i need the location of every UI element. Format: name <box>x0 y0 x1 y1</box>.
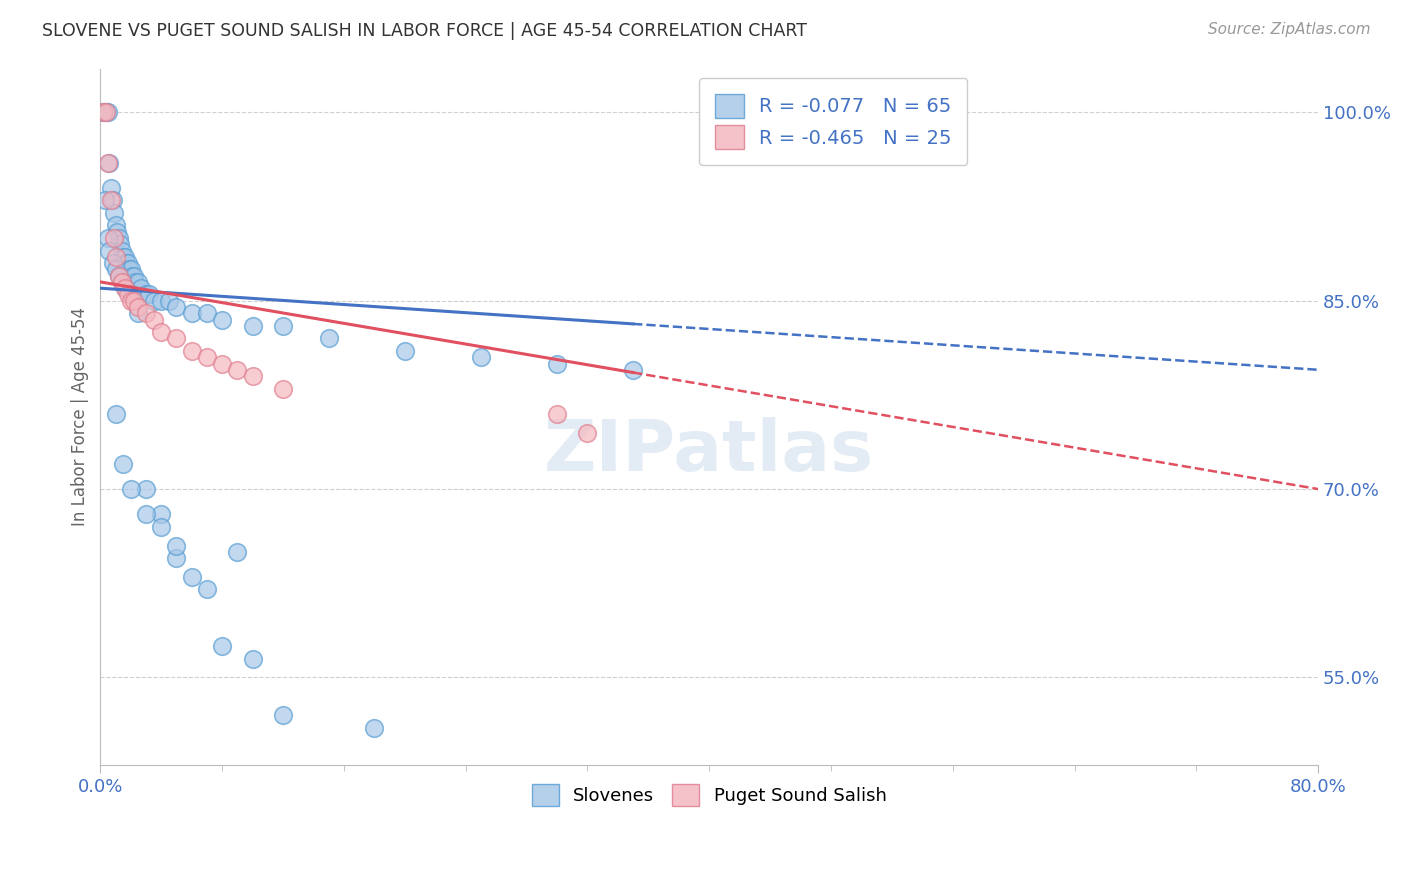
Point <box>114 281 136 295</box>
Point <box>122 293 145 308</box>
Point <box>100 194 122 208</box>
Point <box>104 262 127 277</box>
Point <box>271 382 294 396</box>
Point <box>108 237 131 252</box>
Point <box>180 570 202 584</box>
Point <box>211 357 233 371</box>
Point <box>394 343 416 358</box>
Point <box>98 244 121 258</box>
Point <box>271 708 294 723</box>
Point <box>96 105 118 120</box>
Point <box>107 268 129 283</box>
Point <box>111 275 134 289</box>
Point <box>115 256 138 270</box>
Point <box>127 306 149 320</box>
Point <box>195 582 218 597</box>
Text: SLOVENE VS PUGET SOUND SALISH IN LABOR FORCE | AGE 45-54 CORRELATION CHART: SLOVENE VS PUGET SOUND SALISH IN LABOR F… <box>42 22 807 40</box>
Point <box>546 357 568 371</box>
Point <box>470 350 492 364</box>
Point <box>98 155 121 169</box>
Point <box>576 425 599 440</box>
Point <box>107 268 129 283</box>
Point <box>318 331 340 345</box>
Point <box>127 300 149 314</box>
Text: Source: ZipAtlas.com: Source: ZipAtlas.com <box>1208 22 1371 37</box>
Point <box>166 539 188 553</box>
Point <box>100 181 122 195</box>
Point <box>111 244 134 258</box>
Point <box>271 318 294 333</box>
Point <box>120 293 142 308</box>
Point <box>621 363 644 377</box>
Point <box>211 312 233 326</box>
Point <box>120 262 142 277</box>
Point <box>150 293 173 308</box>
Point <box>135 507 157 521</box>
Point <box>93 105 115 120</box>
Point <box>97 231 120 245</box>
Point <box>104 219 127 233</box>
Point <box>150 325 173 339</box>
Legend: Slovenes, Puget Sound Salish: Slovenes, Puget Sound Salish <box>523 775 896 815</box>
Point <box>131 281 153 295</box>
Point <box>112 250 135 264</box>
Point <box>112 457 135 471</box>
Point <box>226 363 249 377</box>
Point <box>150 507 173 521</box>
Point <box>142 312 165 326</box>
Point <box>117 287 139 301</box>
Point <box>103 206 125 220</box>
Point <box>180 306 202 320</box>
Point <box>242 651 264 665</box>
Point <box>363 721 385 735</box>
Point <box>135 306 157 320</box>
Point <box>97 105 120 120</box>
Point <box>121 268 143 283</box>
Point <box>94 194 117 208</box>
Point <box>104 407 127 421</box>
Point <box>180 343 202 358</box>
Point <box>166 551 188 566</box>
Point <box>124 275 146 289</box>
Point <box>114 250 136 264</box>
Point <box>120 482 142 496</box>
Point <box>150 519 173 533</box>
Point <box>105 225 128 239</box>
Point <box>111 275 134 289</box>
Point <box>127 275 149 289</box>
Point <box>114 281 136 295</box>
Point <box>101 194 124 208</box>
Point <box>118 262 141 277</box>
Point <box>226 545 249 559</box>
Point <box>138 287 160 301</box>
Point <box>122 268 145 283</box>
Point <box>107 231 129 245</box>
Point <box>101 256 124 270</box>
Point <box>142 293 165 308</box>
Point <box>166 331 188 345</box>
Point <box>195 350 218 364</box>
Y-axis label: In Labor Force | Age 45-54: In Labor Force | Age 45-54 <box>72 308 89 526</box>
Point <box>135 287 157 301</box>
Point <box>242 318 264 333</box>
Point <box>135 482 157 496</box>
Point <box>211 639 233 653</box>
Point <box>120 287 142 301</box>
Point <box>117 256 139 270</box>
Point <box>97 155 120 169</box>
Point <box>195 306 218 320</box>
Point <box>242 369 264 384</box>
Point <box>93 105 115 120</box>
Point <box>157 293 180 308</box>
Text: ZIPatlas: ZIPatlas <box>544 417 875 486</box>
Point <box>96 105 118 120</box>
Point <box>103 231 125 245</box>
Point <box>546 407 568 421</box>
Point <box>104 250 127 264</box>
Point <box>166 300 188 314</box>
